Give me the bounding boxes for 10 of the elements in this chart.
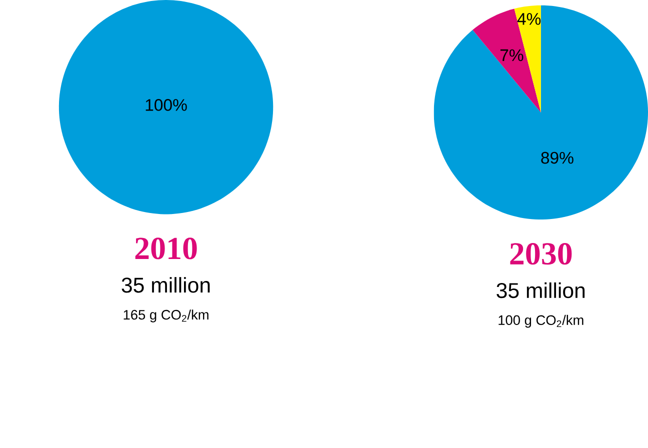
data-label: 4% xyxy=(517,13,541,25)
text: 2010 xyxy=(135,238,197,260)
data-label: 89% xyxy=(541,152,574,164)
text: 165 g CO$_{2}$/km xyxy=(124,310,208,322)
text: 2030 xyxy=(510,243,572,265)
data-label: 7% xyxy=(500,49,524,62)
data-label: 100% xyxy=(146,99,187,112)
text: 100 g CO$_{2}$/km xyxy=(498,315,584,328)
text: 35 million xyxy=(122,277,210,293)
text: 35 million xyxy=(496,282,585,298)
